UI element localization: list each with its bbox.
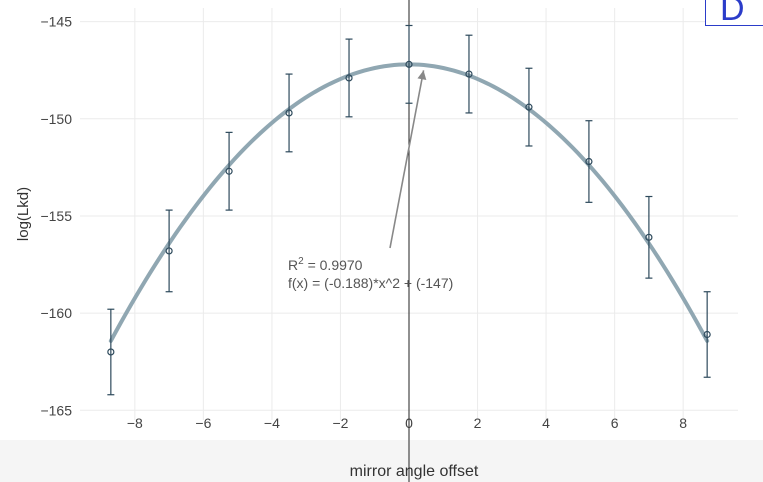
data-point [585,157,593,166]
data-point-group [405,24,413,104]
data-point [285,109,293,117]
data-point [465,70,473,78]
data-point-group [165,209,173,293]
annotation-arrowhead [417,70,427,81]
x-tick-label: −4 [264,415,280,431]
data-point-group [465,34,473,114]
x-tick-label: −8 [127,415,143,431]
data-point [345,74,353,82]
data-point-group [645,195,653,279]
data-point [405,60,413,68]
data-point [107,348,115,356]
xlabel-band [0,440,763,482]
y-tick-label: −165 [40,402,72,418]
data-point [703,330,711,339]
corner-label-box: D [705,0,763,26]
data-point-group [345,38,353,118]
x-tick-label: 6 [611,415,619,431]
x-tick-label: −2 [332,415,348,431]
x-tick-label: 8 [679,415,687,431]
data-point [525,103,533,111]
annotation-formula: f(x) = (-0.188)*x^2 + (-147) [288,275,453,291]
y-tick-label: −145 [40,14,72,30]
x-axis-title: mirror angle offset [350,463,479,480]
corner-label: D [720,0,745,26]
data-point [165,247,173,255]
data-point-group [285,73,293,153]
y-tick-label: −160 [40,305,72,321]
y-tick-label: −150 [40,111,72,127]
data-point [645,233,653,241]
data-point-group [225,131,233,211]
data-point [225,167,233,175]
annotation-arrow [389,70,425,249]
x-tick-label: 2 [474,415,482,431]
data-point-group [585,120,593,203]
annotation-r2: R2 = 0.9970 [288,256,363,273]
y-axis-title: log(Lkd) [15,187,32,241]
x-tick-label: −6 [195,415,211,431]
data-point-group [703,291,711,378]
x-tick-label: 4 [542,415,550,431]
data-point-group [525,67,533,147]
y-tick-label: −155 [40,208,72,224]
data-point-group [107,308,115,396]
